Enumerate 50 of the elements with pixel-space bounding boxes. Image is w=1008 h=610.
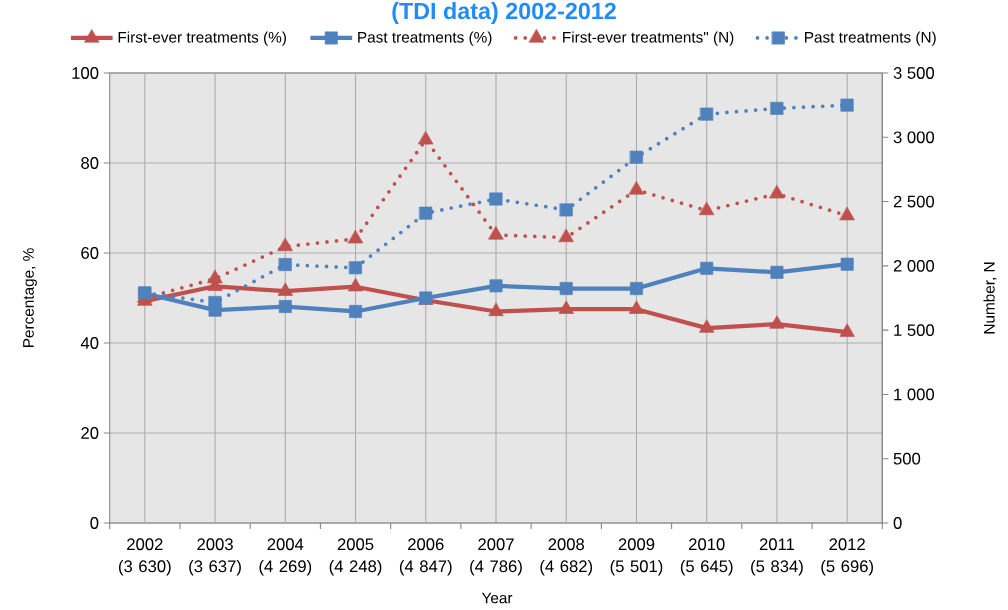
x-tick-label: 2002 (3 630) [118,538,171,576]
y2-tick-label: 1 500 [894,324,935,337]
point [207,269,223,284]
point [630,150,643,164]
point [559,203,573,217]
x-tick-label: 2008 (4 682) [540,538,593,576]
x-tick-label: 2003 (3 637) [189,538,241,576]
point [277,237,293,252]
y2-tick-label: 500 [893,452,921,465]
x-tick-label: 2005 (4 248) [329,538,382,576]
x-axis-title: Year [481,592,513,604]
point [769,185,785,199]
x-tick-label: 2004 (4 269) [259,538,312,576]
y-axis-title: Percentage, % [23,248,37,348]
point [700,107,714,121]
y-tick-label: 60 [81,247,99,259]
y-tick-label: 40 [80,337,99,349]
point [419,206,433,220]
y2-axis-title: Number, N [983,262,997,334]
legend-label: First-ever treatments (%) [118,31,286,46]
chart-title: (TDI data) 2002-2012 [392,2,616,24]
y-tick-label: 20 [81,427,99,439]
y-tick-label: 100 [72,67,99,79]
point [418,131,434,145]
y-tick-label: 80 [81,157,99,169]
legend-label: First-ever treatments" (N) [563,31,734,46]
y2-tick-label: 2 500 [893,195,935,208]
x-tick-label: 2006 (4 847) [399,538,452,576]
x-tick-label: 2011 (5 834) [751,538,803,576]
point [699,201,715,216]
y2-tick-label: 3 000 [893,131,935,144]
legend-label: Past treatments (%) [358,31,492,46]
x-tick-label: 2010 (5 645) [680,538,733,576]
point [347,230,364,244]
point [558,228,574,243]
legend-label: Past treatments (N) [805,31,936,46]
point [628,181,645,195]
x-tick-label: 2007 (4 786) [470,538,522,576]
x-tick-label: 2009 (5 501) [610,538,663,576]
point [770,101,784,115]
point [839,206,855,221]
point [489,192,503,206]
y2-tick-label: 3 500 [893,67,935,79]
y2-tick-label: 1 000 [894,388,935,401]
point [840,98,854,112]
y2-tick-label: 0 [893,517,902,529]
point [488,226,504,240]
y-tick-label: 0 [90,517,99,529]
y2-tick-label: 2 000 [893,259,935,272]
x-tick-label: 2012 (5 696) [821,538,873,576]
